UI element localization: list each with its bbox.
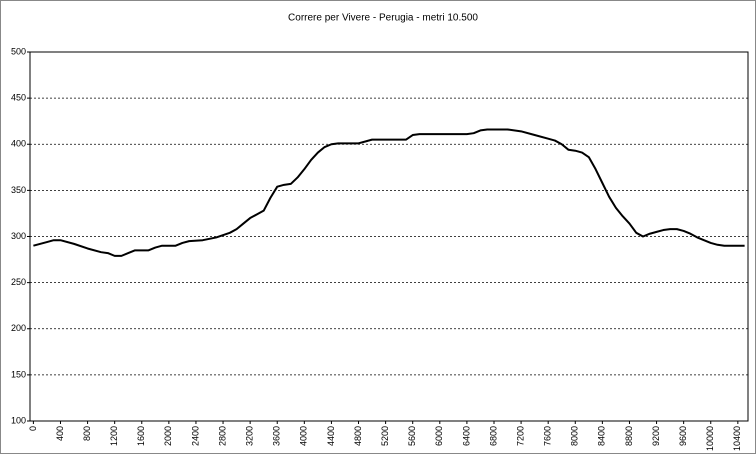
y-tick-label: 300 (11, 231, 26, 241)
x-tick-label: 1200 (109, 426, 119, 446)
x-tick-label: 3600 (272, 426, 282, 446)
y-tick-label: 100 (11, 415, 26, 425)
x-tick-label: 4000 (299, 426, 309, 446)
x-tick-label: 0 (28, 426, 38, 431)
x-tick-label: 10000 (705, 426, 715, 451)
y-tick-label: 350 (11, 185, 26, 195)
x-tick-label: 9200 (651, 426, 661, 446)
x-tick-label: 8800 (624, 426, 634, 446)
x-tick-label: 2800 (217, 426, 227, 446)
x-tick-label: 400 (55, 426, 65, 441)
x-tick-label: 4800 (353, 426, 363, 446)
x-tick-label: 7200 (515, 426, 525, 446)
x-tick-label: 10400 (732, 426, 742, 451)
x-tick-label: 5200 (380, 426, 390, 446)
x-tick-label: 7600 (543, 426, 553, 446)
x-tick-label: 6800 (488, 426, 498, 446)
y-tick-label: 150 (11, 369, 26, 379)
y-tick-label: 250 (11, 277, 26, 287)
x-tick-label: 9600 (678, 426, 688, 446)
x-tick-label: 4400 (326, 426, 336, 446)
x-tick-label: 6400 (461, 426, 471, 446)
x-tick-label: 800 (82, 426, 92, 441)
x-tick-label: 2400 (190, 426, 200, 446)
plot-area (29, 51, 749, 422)
y-tick-label: 200 (11, 323, 26, 333)
y-tick-label: 400 (11, 139, 26, 149)
x-tick-label: 2000 (163, 426, 173, 446)
x-tick-label: 8400 (597, 426, 607, 446)
x-tick-label: 8000 (570, 426, 580, 446)
y-tick-label: 450 (11, 93, 26, 103)
chart-title: Correre per Vivere - Perugia - metri 10.… (288, 13, 478, 24)
x-tick-label: 5600 (407, 426, 417, 446)
x-tick-label: 6000 (434, 426, 444, 446)
profile-line (33, 128, 745, 257)
x-tick-label: 3200 (245, 426, 255, 446)
x-tick-label: 1600 (136, 426, 146, 446)
y-tick-label: 500 (11, 46, 26, 56)
